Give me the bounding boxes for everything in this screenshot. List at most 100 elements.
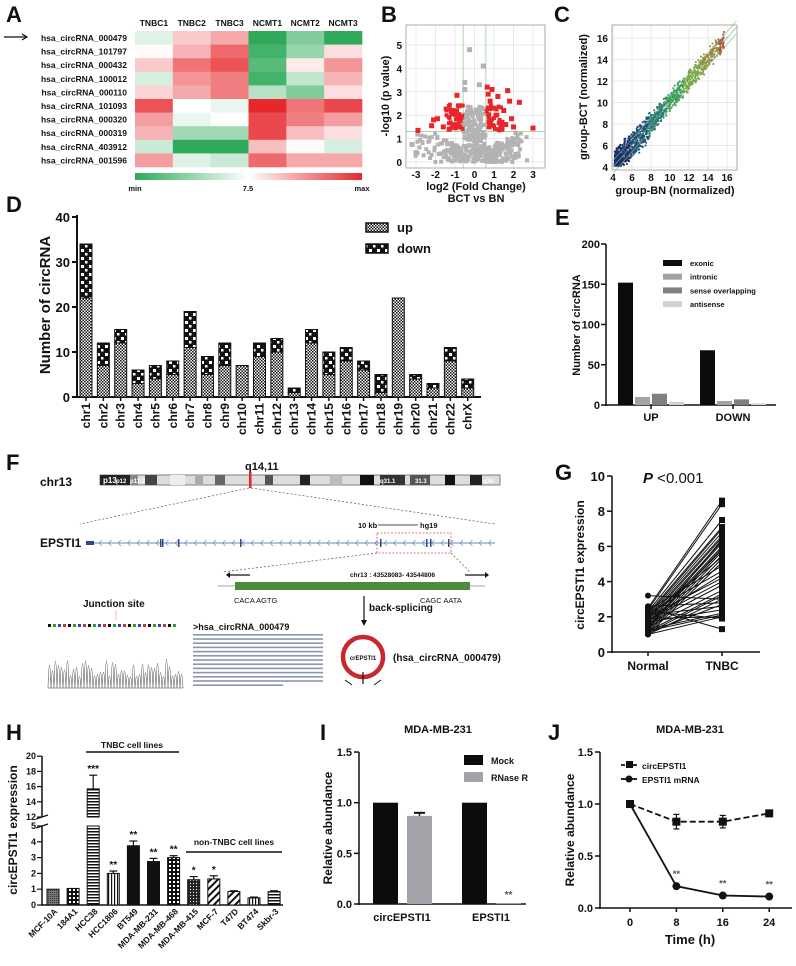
volcano-point-nonsig [413, 153, 418, 158]
scatter-point [624, 137, 627, 140]
volcano-point-nonsig [465, 115, 470, 120]
strand-arrow [146, 539, 150, 547]
scatter-point [623, 164, 625, 166]
y-tick-label: 0.5 [337, 848, 352, 860]
volcano-point-sig [530, 125, 536, 131]
scatter-point [634, 149, 637, 152]
volcano-point-nonsig [462, 86, 468, 92]
scatter-point [648, 132, 651, 135]
scatter-point [721, 45, 724, 48]
scatter-point [702, 56, 705, 59]
scatter-point [630, 136, 633, 139]
y-tick-label: 18 [26, 766, 36, 776]
heatmap-cell [248, 85, 287, 100]
legend-swatch [464, 772, 483, 782]
heatmap-cell [324, 99, 363, 113]
volcano-point-nonsig [465, 143, 470, 148]
scatter-point [633, 137, 636, 140]
base-call [78, 624, 81, 627]
scatter-point [630, 143, 633, 146]
volcano-point-nonsig [479, 112, 484, 117]
exon [160, 539, 162, 547]
scatter-point [658, 112, 661, 115]
volcano-point-nonsig [472, 118, 477, 123]
volcano-point-nonsig [476, 131, 481, 136]
volcano-point-nonsig [467, 149, 472, 154]
scatter-point [650, 116, 653, 118]
scatter-point [657, 111, 660, 114]
scatter-point [692, 78, 695, 81]
y-tick-label: 6 [598, 539, 605, 554]
scatter-point [713, 54, 715, 56]
volcano-point-nonsig [417, 145, 422, 150]
scatter-point [625, 160, 627, 163]
volcano-point-sig [516, 99, 522, 105]
panel-label-c: C [554, 2, 570, 27]
significance-mark: ** [505, 890, 513, 901]
legend-swatch [663, 273, 682, 280]
pair-line [647, 589, 723, 628]
scatter-point [640, 141, 643, 143]
bar-up [235, 365, 249, 398]
volcano-point-sig [446, 104, 451, 109]
x-tick-label: 24 [763, 917, 776, 929]
scatter-point [681, 81, 683, 84]
y-tick-label: 14 [26, 797, 36, 807]
volcano-point-nonsig [441, 155, 446, 160]
band-label: p13 [103, 476, 117, 485]
scatter-point [695, 71, 698, 73]
scatter-point [715, 43, 718, 46]
heatmap-row-label: hsa_circRNA_000110 [41, 87, 127, 97]
bar-Mock [373, 802, 398, 904]
volcano-point-sig [460, 113, 465, 118]
volcano-point-nonsig [480, 63, 486, 69]
scatter-point [650, 123, 653, 126]
heatmap-cell [324, 85, 363, 100]
scatter-point [699, 66, 701, 69]
scatter-point [665, 96, 668, 99]
volcano-point-nonsig [432, 148, 437, 153]
volcano-point-nonsig [457, 159, 462, 164]
scatter-point [653, 120, 655, 123]
volcano-point-nonsig [525, 158, 530, 163]
x-tick-label: EPSTI1 [472, 912, 510, 924]
scatter-point [645, 116, 648, 119]
volcano-point-nonsig [419, 133, 424, 138]
heatmap-row-label: hsa_circRNA_000479 [41, 33, 127, 43]
volcano-point-nonsig [470, 131, 475, 136]
heatmap-cell [286, 153, 325, 168]
x-axis-sublabel: BCT vs BN [448, 193, 505, 205]
fold-change-line [612, 33, 737, 174]
volcano-point-nonsig [468, 135, 473, 140]
scatter-point [697, 77, 699, 80]
scatter-point [634, 147, 636, 150]
volcano-point-nonsig [479, 148, 484, 153]
volcano-point-sig [452, 110, 457, 115]
chromosome-band [360, 475, 374, 485]
chromosome-band [410, 475, 430, 485]
bar-up [357, 369, 371, 398]
scatter-point [642, 126, 645, 129]
scatter-point [627, 137, 630, 140]
circle-label: crEPSTI1 [350, 656, 377, 662]
heatmap-cell [135, 31, 174, 45]
volcano-point-nonsig [493, 155, 498, 160]
scatter-point [677, 82, 679, 85]
bar-intronic [717, 400, 732, 405]
scatter-point [719, 49, 722, 51]
legend-label-up: up [397, 220, 413, 235]
heatmap-row-label: hsa_circRNA_101093 [41, 101, 127, 111]
heatmap-cell [135, 99, 174, 113]
scatter-point [640, 126, 643, 129]
x-tick-label: chr7 [183, 403, 197, 429]
heatmap-cell [135, 126, 174, 141]
scatter-point [665, 97, 668, 100]
scatter-point [722, 46, 725, 48]
y-tick-label: 100 [582, 320, 600, 332]
scatter-point [624, 153, 627, 156]
scatter-point [693, 66, 695, 69]
bar-up [200, 374, 214, 398]
volcano-point-sig [450, 122, 455, 127]
scatter-point [643, 140, 646, 143]
significance-mark: ** [765, 880, 773, 891]
